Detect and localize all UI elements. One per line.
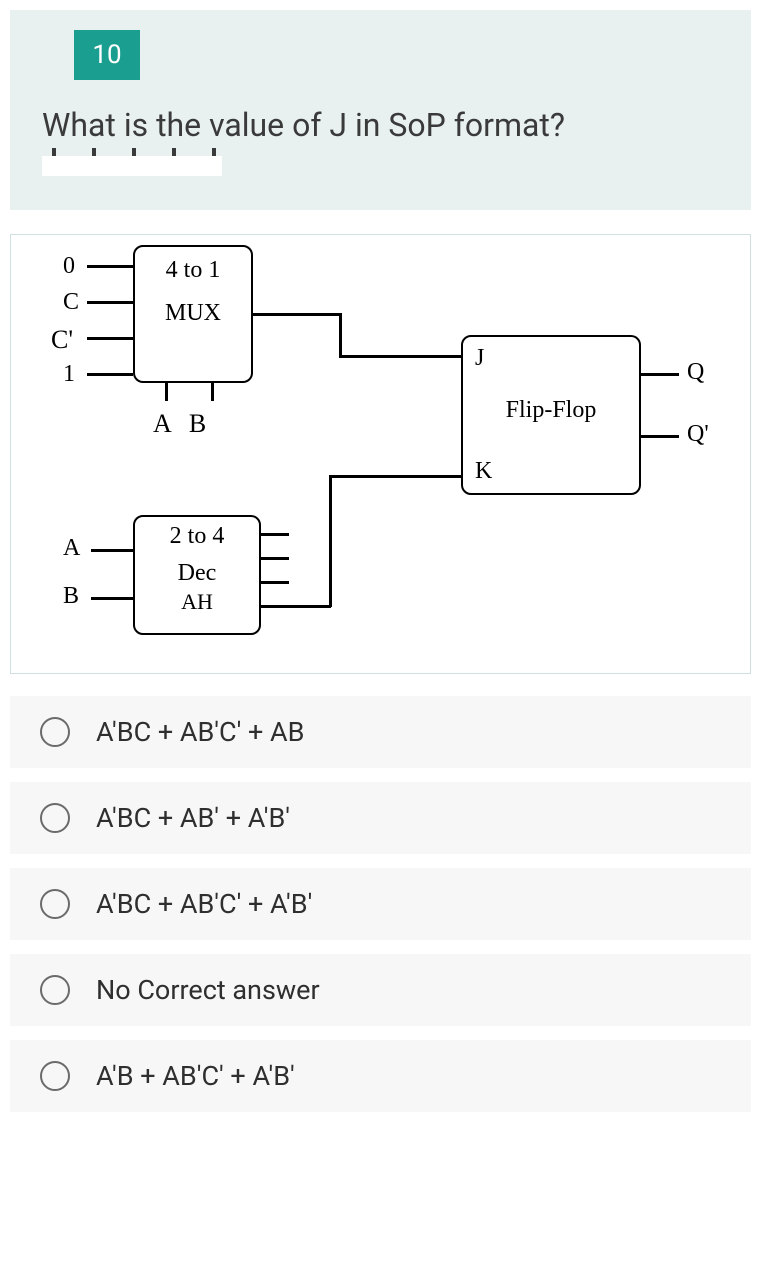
radio-icon[interactable] — [40, 1061, 70, 1091]
radio-icon[interactable] — [40, 889, 70, 919]
wire — [87, 301, 133, 304]
wire — [87, 373, 133, 376]
mux-input-1-label: C — [63, 289, 79, 316]
circuit-diagram: 0 C C' 1 4 to 1 MUX A B A B 2 to 4 Dec — [10, 234, 751, 674]
flipflop-block: J K Flip-Flop — [461, 335, 641, 495]
option-text: A'BC + AB' + A'B' — [96, 802, 290, 834]
quiz-container: 10 What is the value of J in SoP format?… — [10, 10, 751, 1112]
wire — [253, 313, 341, 316]
dec-line2: Dec — [135, 560, 259, 587]
wire — [641, 435, 679, 438]
ff-title: Flip-Flop — [463, 397, 639, 424]
option-row[interactable]: A'BC + AB' + A'B' — [10, 782, 751, 854]
wire — [211, 383, 214, 401]
option-row[interactable]: A'BC + AB'C' + A'B' — [10, 868, 751, 940]
decoder-block: 2 to 4 Dec AH — [133, 515, 261, 635]
redaction-mark — [42, 156, 222, 176]
options-area: A'BC + AB'C' + AB A'BC + AB' + A'B' A'BC… — [10, 696, 751, 1112]
wire — [261, 581, 289, 584]
question-number-badge: 10 — [74, 30, 140, 80]
wire — [261, 605, 331, 608]
wire — [329, 475, 332, 607]
option-text: A'BC + AB'C' + A'B' — [96, 888, 312, 920]
wire — [641, 373, 679, 376]
option-row[interactable]: No Correct answer — [10, 954, 751, 1026]
ff-j-label: J — [475, 345, 484, 372]
dec-input-b-label: B — [63, 583, 79, 610]
wire — [339, 355, 461, 358]
mux-line1: 4 to 1 — [135, 257, 251, 284]
mux-input-2-label: C' — [51, 325, 73, 355]
wire — [165, 383, 168, 401]
radio-icon[interactable] — [40, 717, 70, 747]
ff-k-label: K — [475, 458, 492, 485]
mux-input-3-label: 1 — [63, 361, 75, 388]
wire — [329, 475, 461, 478]
question-text: What is the value of J in SoP format? — [42, 106, 721, 144]
option-row[interactable]: A'B + AB'C' + A'B' — [10, 1040, 751, 1112]
radio-icon[interactable] — [40, 803, 70, 833]
dec-line3: AH — [135, 589, 259, 615]
option-text: No Correct answer — [96, 974, 320, 1006]
option-row[interactable]: A'BC + AB'C' + AB — [10, 696, 751, 768]
radio-icon[interactable] — [40, 975, 70, 1005]
option-text: A'BC + AB'C' + AB — [96, 716, 304, 748]
dec-line1: 2 to 4 — [135, 523, 259, 550]
wire — [339, 313, 342, 357]
mux-select-label: A B — [153, 409, 212, 439]
wire — [261, 533, 289, 536]
wire — [91, 549, 133, 552]
wire — [91, 597, 133, 600]
wire — [261, 557, 289, 560]
wire — [87, 337, 133, 340]
ff-qbar-label: Q' — [687, 421, 709, 448]
mux-line2: MUX — [135, 300, 251, 327]
dec-input-a-label: A — [63, 535, 80, 562]
question-header: 10 What is the value of J in SoP format? — [10, 10, 751, 210]
mux-block: 4 to 1 MUX — [133, 245, 253, 383]
mux-input-0-label: 0 — [63, 253, 75, 280]
option-text: A'B + AB'C' + A'B' — [96, 1060, 295, 1092]
ff-q-label: Q — [687, 359, 704, 386]
wire — [87, 265, 133, 268]
